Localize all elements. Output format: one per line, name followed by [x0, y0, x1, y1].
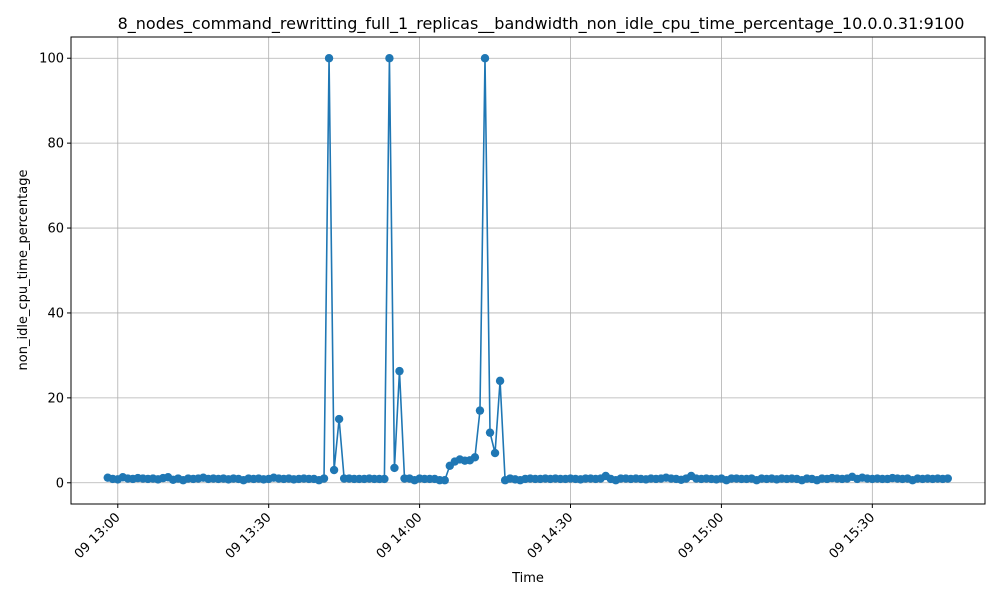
data-point [490, 448, 500, 458]
data-point [480, 54, 490, 63]
plot-area-frame [70, 36, 986, 505]
data-point [475, 406, 485, 415]
data-point [319, 474, 329, 483]
x-axis-label: Time [511, 571, 544, 586]
grid-lines [71, 37, 985, 504]
y-axis-ticks: 0 20 40 60 80 100 [39, 52, 71, 491]
data-point [334, 414, 344, 424]
data-point [440, 476, 449, 485]
y-tick-label: 0 [56, 476, 64, 491]
y-tick-label: 80 [47, 137, 64, 152]
series-layer [103, 54, 952, 485]
y-tick-label: 20 [47, 391, 64, 406]
data-point [943, 474, 952, 483]
data-point [390, 463, 399, 473]
data-point [329, 465, 339, 475]
data-point [380, 474, 389, 484]
y-tick-label: 40 [47, 306, 64, 321]
y-tick-label: 100 [39, 52, 64, 67]
y-tick-label: 60 [47, 222, 64, 237]
chart-title: 8_nodes_command_rewritting_full_1_replic… [118, 14, 965, 34]
data-point [395, 366, 404, 376]
data-point [470, 453, 480, 462]
y-axis-label: non_idle_cpu_time_percentage [16, 170, 31, 371]
data-point [324, 54, 334, 63]
data-point [385, 54, 394, 63]
data-point [495, 376, 505, 386]
data-point [485, 428, 495, 437]
